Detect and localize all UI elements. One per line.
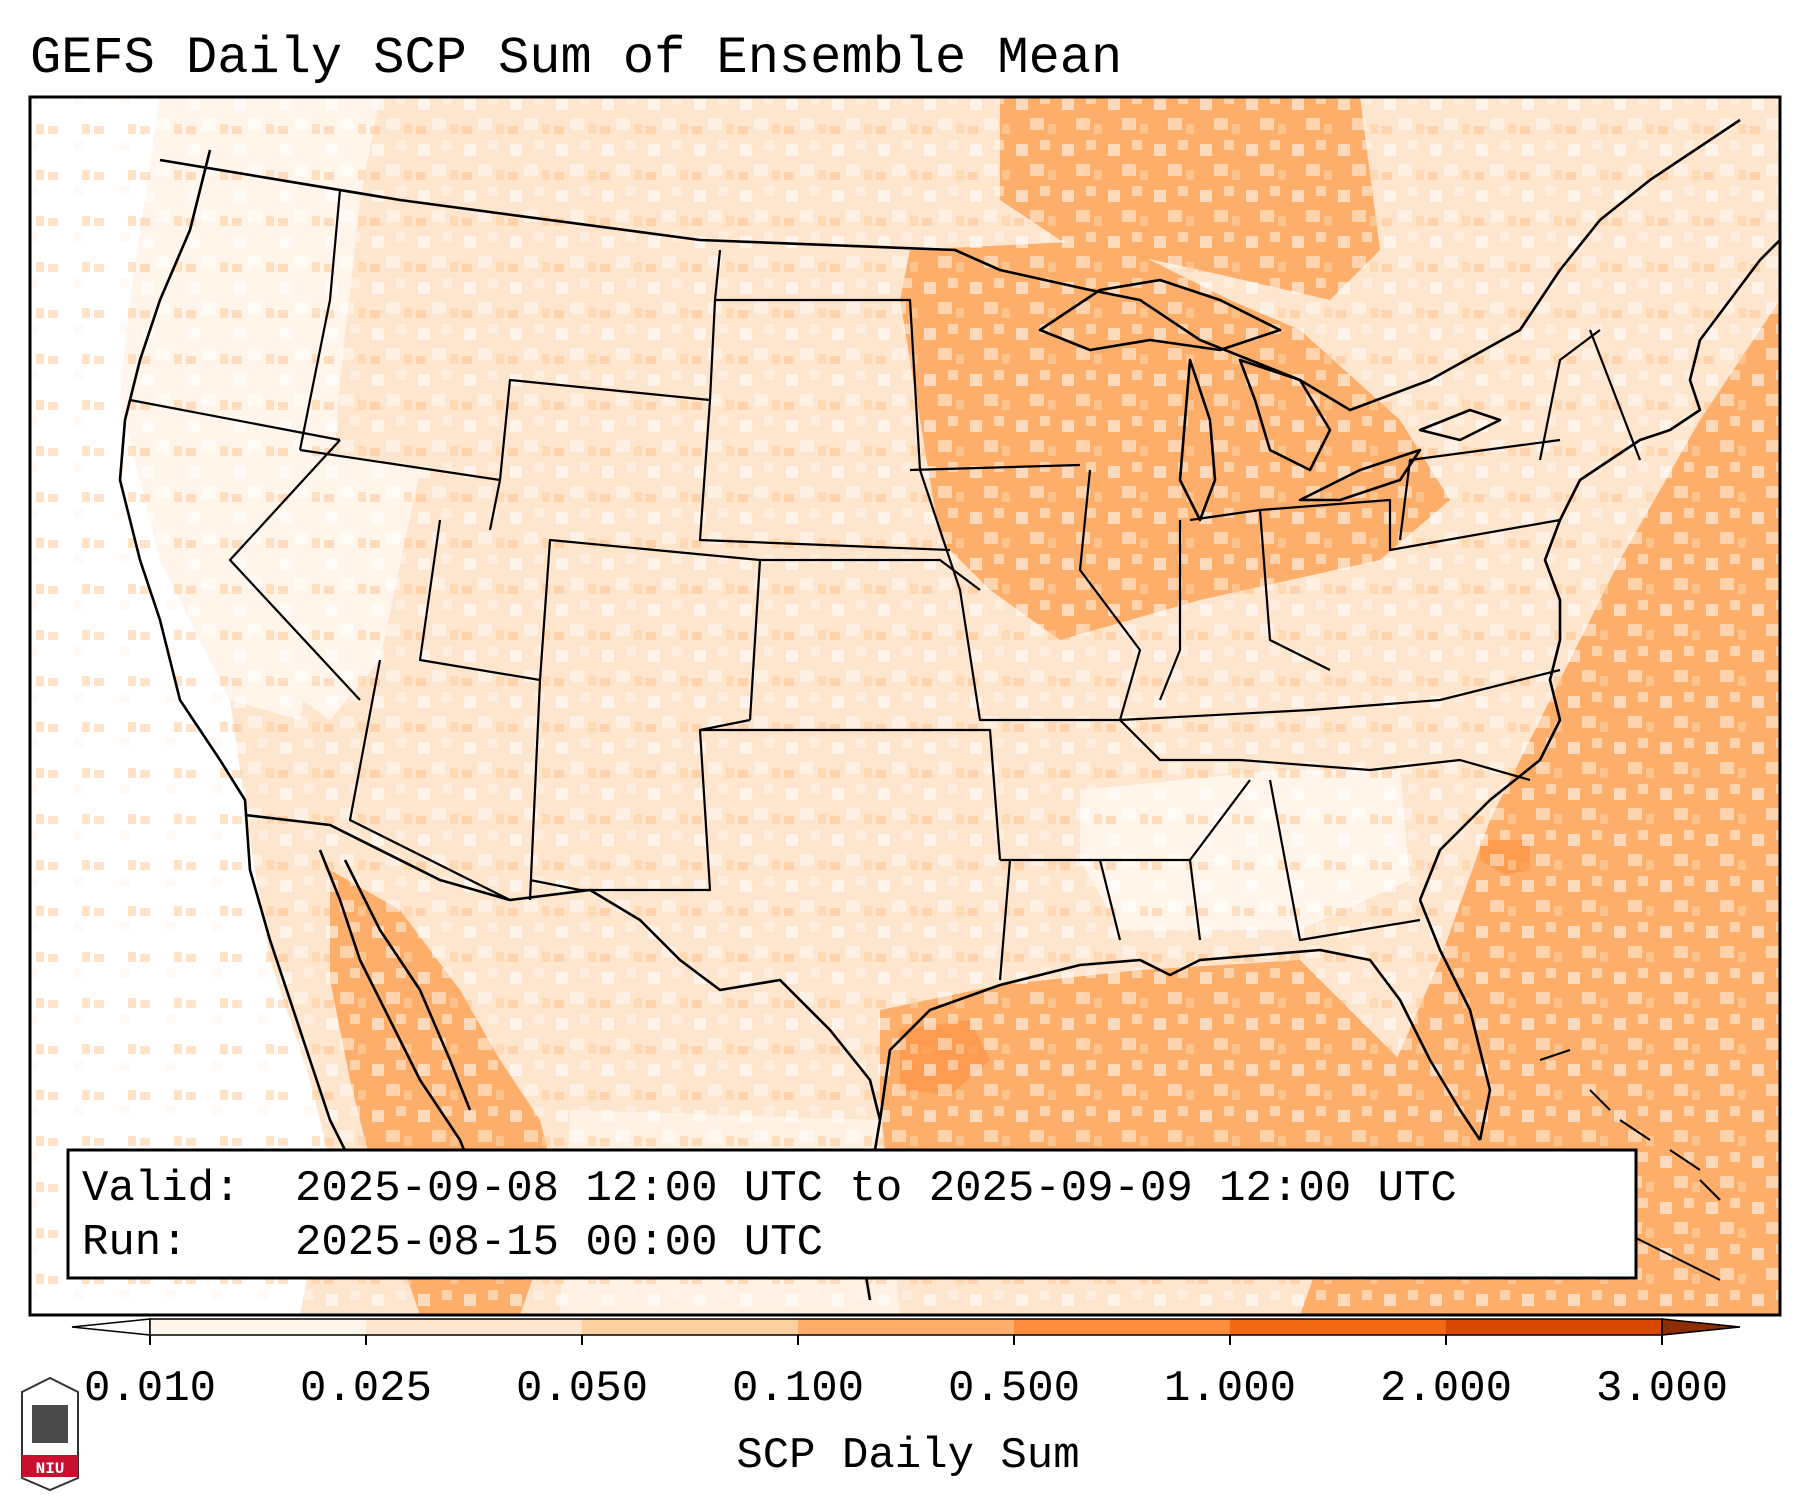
colorbar-segment — [366, 1319, 583, 1335]
atlantic-coastline — [1418, 239, 1780, 901]
map-frame — [28, 95, 1782, 1317]
colorbar-tick-label: 0.010 — [84, 1364, 216, 1414]
info-box: Valid: 2025-09-08 12:00 UTC to 2025-09-0… — [66, 1148, 1638, 1280]
baja-coastline — [318, 849, 482, 1191]
colorbar-segment — [798, 1319, 1015, 1335]
canada-us-border — [159, 118, 1741, 412]
colorbar-segment — [1446, 1319, 1663, 1335]
florida-coastline — [1418, 899, 1492, 1141]
lake-erie — [1298, 448, 1422, 502]
colorbar-segment — [1014, 1319, 1231, 1335]
pacific-coastline — [118, 149, 401, 1221]
colorbar: 0.010 0.025 0.050 0.100 0.500 1.000 2.000 3.000 — [71, 1318, 1741, 1414]
lake-huron — [1238, 358, 1332, 472]
colorbar-tick-label: 0.050 — [516, 1364, 648, 1414]
colorbar-tick-label: 3.000 — [1596, 1364, 1728, 1414]
colorbar-frame — [149, 1318, 1663, 1336]
bahamas-islands — [1539, 1049, 1721, 1201]
figure-title: GEFS Daily SCP Sum of Ensemble Mean — [30, 29, 1122, 88]
colorbar-tick-label: 0.500 — [948, 1364, 1080, 1414]
colorbar-tick-label: 2.000 — [1380, 1364, 1512, 1414]
logo-building — [32, 1405, 68, 1443]
baja-gulf-coastline — [343, 859, 472, 1111]
lake-superior — [1038, 278, 1282, 352]
valid-label: Valid: — [82, 1164, 240, 1214]
lake-ontario — [1418, 408, 1502, 442]
logo-banner — [22, 1455, 78, 1477]
colorbar-segment — [582, 1319, 799, 1335]
colorbar-segment — [1230, 1319, 1447, 1335]
logo-text: NIU — [36, 1460, 65, 1478]
state-lines — [129, 189, 1642, 981]
field-texture — [30, 97, 1780, 1315]
valid-value: 2025-09-08 12:00 UTC to 2025-09-09 12:00… — [295, 1164, 1457, 1214]
colorbar-tick-label: 0.025 — [300, 1364, 432, 1414]
gulf-coastline — [878, 948, 1482, 1141]
colorbar-segment — [150, 1319, 367, 1335]
run-label: Run: — [82, 1218, 188, 1268]
colorbar-over-extension — [1661, 1318, 1741, 1336]
info-box-frame — [66, 1148, 1638, 1280]
colorbar-tick-label: 1.000 — [1164, 1364, 1296, 1414]
run-value: 2025-08-15 00:00 UTC — [295, 1218, 823, 1268]
niu-logo: NIU — [21, 1376, 79, 1492]
colorbar-tick-label: 0.100 — [732, 1364, 864, 1414]
colorbar-under-extension — [71, 1318, 151, 1336]
map-panel: Valid: 2025-09-08 12:00 UTC to 2025-09-0… — [30, 97, 1780, 1315]
colorbar-label: SCP Daily Sum — [736, 1431, 1079, 1481]
lake-michigan — [1178, 358, 1217, 522]
us-mexico-border — [244, 813, 882, 1121]
